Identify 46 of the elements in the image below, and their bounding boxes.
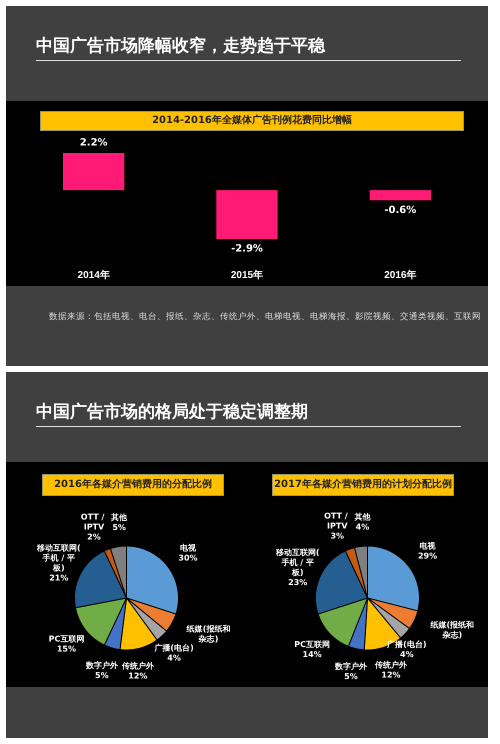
x-tick-label: 2016年 — [384, 268, 416, 281]
x-tick-label: 2014年 — [78, 268, 110, 281]
slice-label: 移动互联网(手机 / 平板) — [36, 544, 81, 573]
data-label: 23% — [288, 578, 308, 587]
slice-label: 广播(电台) — [386, 640, 426, 650]
slice-label: PC互联网 — [294, 640, 330, 650]
slice-label: 传统户外 — [120, 662, 155, 671]
data-label: 29% — [418, 551, 438, 560]
slice-label: 移动互联网(手机 / 平板) — [274, 548, 320, 577]
slice-label: 其他 — [353, 512, 372, 522]
data-label: 5% — [344, 672, 358, 682]
data-label: 4% — [400, 650, 414, 660]
slice-label: 电视 — [180, 543, 197, 552]
data-label: 4% — [356, 522, 370, 532]
data-label: 15% — [56, 644, 76, 654]
data-label: 2.2% — [80, 138, 108, 149]
chart-subtitle: 2016年各媒介营销费用的分配比例 — [42, 474, 224, 496]
data-label: 14% — [302, 650, 322, 660]
data-label: 4% — [167, 653, 181, 662]
slice-label: 传统户外 — [374, 660, 408, 670]
data-label: -2.9% — [231, 244, 263, 255]
slice-label: 数字户外 — [334, 661, 368, 672]
data-label: 5% — [112, 523, 126, 532]
data-label: 21% — [49, 574, 68, 583]
data-label: -0.6% — [384, 204, 416, 216]
data-label: 5% — [95, 671, 109, 680]
data-label: 12% — [381, 670, 401, 680]
slice-label: 纸媒(报纸和杂志) — [186, 624, 230, 644]
chart-title: 中国广告市场降幅收窄，走势趋于平稳 — [36, 34, 461, 61]
slice-label: 其他 — [110, 513, 128, 522]
slice-label: OTT / IPTV — [324, 512, 350, 531]
slice-label: 广播(电台) — [153, 643, 194, 652]
x-tick-label: 2015年 — [230, 268, 264, 281]
slice-label: 纸媒(报纸和杂志) — [430, 620, 474, 640]
data-label: 12% — [128, 672, 148, 681]
data-label: 3% — [330, 532, 344, 541]
chart-title: 2017年各媒介营销费用的计划分配比例 — [272, 474, 454, 496]
data-label: 30% — [178, 553, 198, 562]
data-label: 2% — [87, 532, 101, 542]
source-note: 数据来源：包括电视、电台、报纸、杂志、传统户外、电梯电视、电梯海报、影院视频、交通类视频、互联网 — [48, 311, 481, 323]
slice-label: OTT / IPTV — [80, 512, 108, 532]
slice-label: PC互联网 — [48, 634, 84, 644]
slice-label: 电视 — [420, 541, 437, 550]
chart-title: 中国广告市场的格局处于稳定调整期 — [36, 400, 461, 427]
slice-label: 数字户外 — [84, 660, 119, 670]
chart-subtitle: 2014-2016年全媒体广告刊例花费同比增幅 — [40, 111, 464, 131]
